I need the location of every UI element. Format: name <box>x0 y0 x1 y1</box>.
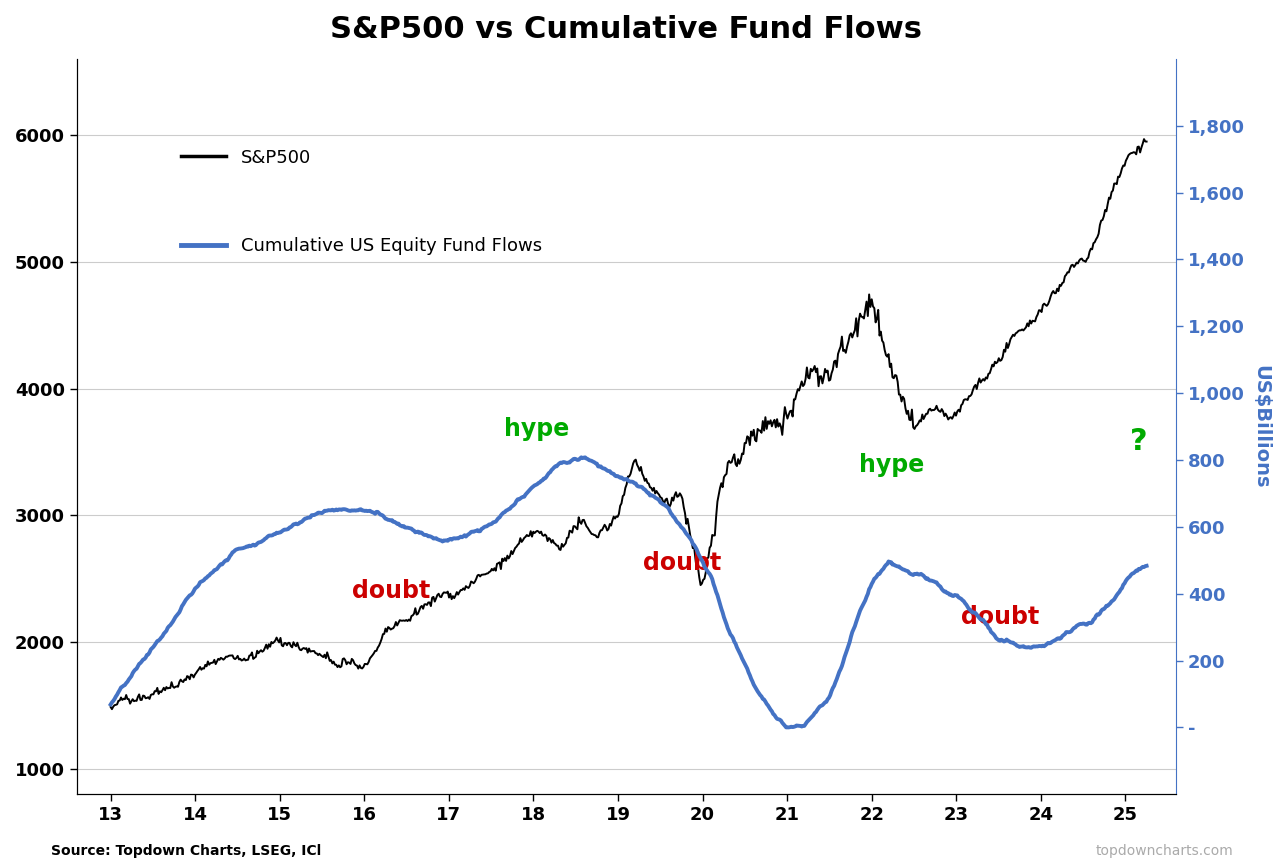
Text: doubt: doubt <box>644 552 722 575</box>
Legend: Cumulative US Equity Fund Flows: Cumulative US Equity Fund Flows <box>173 229 549 262</box>
Text: hype: hype <box>504 417 569 441</box>
Text: Source: Topdown Charts, LSEG, ICl: Source: Topdown Charts, LSEG, ICl <box>51 843 321 857</box>
Text: doubt: doubt <box>352 580 430 604</box>
Text: topdowncharts.com: topdowncharts.com <box>1096 843 1234 857</box>
Y-axis label: US$Billions: US$Billions <box>1252 365 1270 488</box>
Text: hype: hype <box>860 452 924 477</box>
Text: ?: ? <box>1130 427 1148 456</box>
Title: S&P500 vs Cumulative Fund Flows: S&P500 vs Cumulative Fund Flows <box>330 15 923 44</box>
Text: doubt: doubt <box>961 605 1038 629</box>
